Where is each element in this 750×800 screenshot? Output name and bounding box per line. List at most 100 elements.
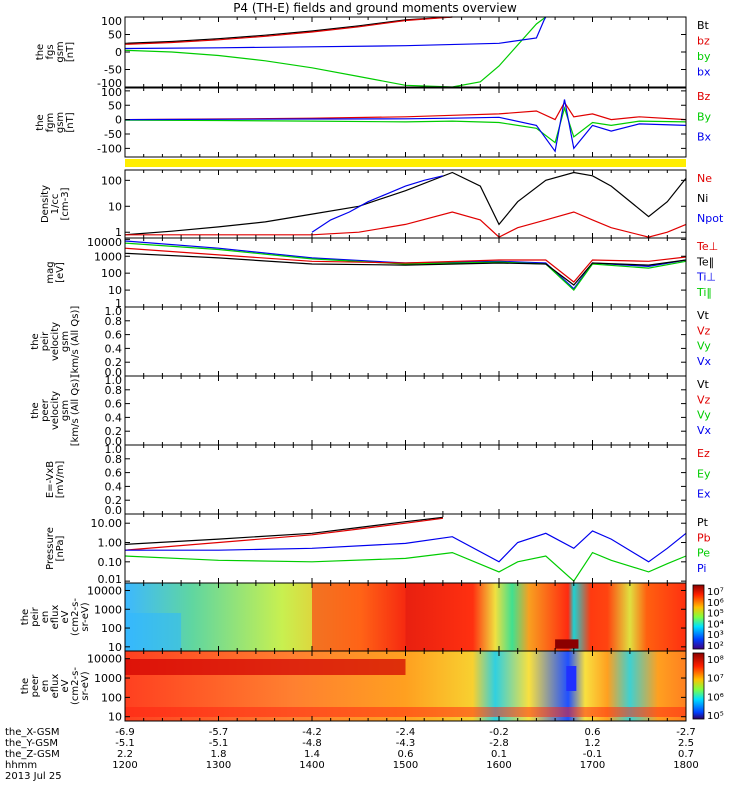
x-row-value: 1.8 bbox=[211, 749, 227, 760]
x-row-label: the_Y-GSM bbox=[5, 738, 58, 749]
x-row-value: -5.1 bbox=[115, 738, 135, 749]
y-axis-label: eV bbox=[60, 610, 71, 623]
y-tick-label: 0.2 bbox=[105, 425, 123, 438]
y-tick-label: 10 bbox=[108, 711, 122, 724]
series-bx-line bbox=[124, 16, 547, 50]
y-axis-label: eflux bbox=[50, 605, 61, 630]
y-axis-label: gsm bbox=[55, 41, 66, 62]
y-tick-label: 0.2 bbox=[105, 356, 123, 369]
x-row-value: -2.4 bbox=[396, 727, 416, 738]
legend-entry: Te‖ bbox=[696, 255, 714, 268]
y-axis-label: gsm bbox=[55, 112, 66, 133]
y-axis-label: en bbox=[40, 680, 51, 693]
x-row-value: -4.8 bbox=[302, 738, 322, 749]
x-row-value: -2.8 bbox=[489, 738, 509, 749]
x-row-label: the_X-GSM bbox=[5, 727, 59, 738]
y-axis-label: peir bbox=[30, 606, 41, 626]
series-Ti⊥-line bbox=[124, 240, 687, 290]
y-tick-label: -100 bbox=[97, 77, 122, 90]
y-axis-label: sr-eV) bbox=[80, 671, 91, 700]
panel-peer_eflux: 10⁸ 10⁷ 10⁶ 10⁵ 10000 1000 100 10 the peer en eflux… bbox=[20, 650, 724, 724]
y-axis-label: 1/cc bbox=[50, 194, 61, 215]
y-tick-label: 0.8 bbox=[105, 315, 123, 328]
legend-entry: Vz bbox=[697, 324, 711, 337]
x-row-label: the_Z-GSM bbox=[5, 749, 60, 760]
y-axis-label: (cm2-s- bbox=[70, 667, 81, 705]
y-tick-label: 0.0 bbox=[105, 435, 123, 448]
x-row-value: 0.6 bbox=[585, 727, 601, 738]
colorbar-label: 10⁷ bbox=[707, 674, 724, 685]
legend-entry: Ex bbox=[697, 488, 711, 501]
x-row-value: -4.2 bbox=[302, 727, 322, 738]
x-row-value: 0.7 bbox=[678, 749, 694, 760]
y-tick-label: 0.8 bbox=[105, 453, 123, 466]
series-Pi-line bbox=[125, 530, 687, 563]
y-tick-label: -100 bbox=[97, 142, 122, 155]
y-axis-label: eV bbox=[60, 679, 71, 692]
colorbar-label: 10⁵ bbox=[707, 711, 724, 722]
y-tick-label: 0.01 bbox=[98, 573, 123, 586]
y-axis-label: [km/s (All Qs)] bbox=[70, 375, 81, 447]
heatmap-band bbox=[312, 583, 406, 651]
y-tick-label: 1 bbox=[115, 226, 122, 239]
y-axis-label: fgs bbox=[45, 44, 56, 59]
y-axis-label: the bbox=[35, 44, 46, 60]
y-tick-label: 0.2 bbox=[105, 494, 123, 507]
x-row-value: 1700 bbox=[580, 760, 605, 771]
series-Pb-line bbox=[124, 517, 443, 551]
x-row-value: 1300 bbox=[206, 760, 231, 771]
legend-entry: bz bbox=[697, 35, 710, 48]
x-row-value: 1800 bbox=[673, 760, 698, 771]
series-Ni-line bbox=[124, 171, 687, 236]
x-row-value: -5.1 bbox=[209, 738, 229, 749]
y-tick-label: 0.0 bbox=[105, 504, 123, 517]
y-tick-label: 0 bbox=[115, 114, 122, 127]
colorbar-label: 10³ bbox=[707, 630, 724, 641]
y-tick-label: 0.4 bbox=[105, 480, 123, 493]
colorbar-label: 10⁶ bbox=[707, 692, 724, 703]
y-tick-label: 0.6 bbox=[105, 467, 123, 480]
y-tick-label: 10000 bbox=[87, 584, 122, 597]
panel-frame bbox=[124, 513, 687, 584]
series-Bz-line bbox=[124, 101, 687, 121]
y-tick-label: 0.6 bbox=[105, 329, 123, 342]
x-row-value: 0.6 bbox=[398, 749, 414, 760]
y-axis-label: peer bbox=[30, 674, 41, 698]
panel-frame bbox=[124, 375, 687, 446]
colorbar-label: 10⁴ bbox=[707, 619, 724, 630]
series-Ti‖-line bbox=[124, 242, 687, 292]
legend-entry: Pe bbox=[697, 547, 710, 560]
series-Pt-line bbox=[124, 516, 443, 545]
y-axis-label: the bbox=[30, 333, 41, 349]
y-tick-label: 0.4 bbox=[105, 411, 123, 424]
y-axis-label: gsm bbox=[60, 331, 71, 352]
legend-entry: Vz bbox=[697, 393, 711, 406]
panel-peir_velocity: Vt Vz Vy Vx 1.00.80.60.40.20.0 the peir velocit… bbox=[30, 305, 712, 379]
y-axis-label: [km/s (All Qs)] bbox=[70, 306, 81, 378]
y-tick-label: 10 bbox=[108, 641, 122, 654]
colorbar-label: 10² bbox=[707, 641, 724, 652]
heatmap-band bbox=[125, 613, 182, 651]
series-by-line bbox=[124, 16, 547, 88]
legend-entry: Bz bbox=[697, 90, 711, 103]
y-tick-label: 0.4 bbox=[105, 342, 123, 355]
x-row-value: 1400 bbox=[299, 760, 324, 771]
y-tick-label: 10.00 bbox=[91, 517, 123, 530]
series-Te‖-line bbox=[124, 252, 687, 286]
series-bz-line bbox=[124, 16, 453, 45]
x-row-value: 0.1 bbox=[491, 749, 507, 760]
y-tick-label: 1000 bbox=[94, 250, 122, 263]
legend-entry: Vy bbox=[697, 409, 711, 422]
panel-frame bbox=[124, 444, 687, 515]
colorbar-label: 10⁵ bbox=[707, 609, 724, 620]
y-axis-label: peer bbox=[40, 398, 51, 422]
legend-entry: Te⊥ bbox=[696, 240, 718, 253]
y-tick-label: 1.0 bbox=[105, 374, 123, 387]
y-tick-label: 1 bbox=[115, 297, 122, 310]
y-axis-label: [nT] bbox=[65, 42, 76, 62]
